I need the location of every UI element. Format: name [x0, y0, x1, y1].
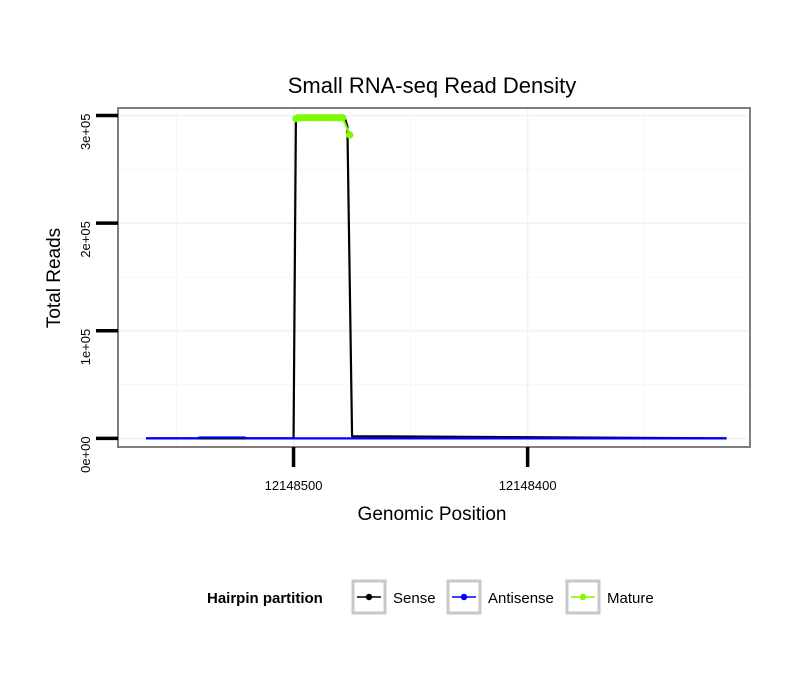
- legend-item-antisense: Antisense: [446, 579, 554, 615]
- x-axis: 12148500 12148400: [265, 447, 557, 493]
- y-tick-label: 1e+05: [78, 329, 93, 366]
- legend-label-antisense: Antisense: [488, 590, 554, 607]
- y-axis-title: Total Reads: [44, 228, 65, 328]
- legend-item-mature: Mature: [565, 579, 654, 615]
- x-tick-label: 12148400: [499, 478, 557, 493]
- series-layer: [146, 114, 727, 440]
- plot-background: [118, 108, 750, 447]
- legend-label-sense: Sense: [393, 590, 436, 607]
- x-tick-label: 12148500: [265, 478, 323, 493]
- series-line-antisense: [146, 436, 727, 440]
- legend-point-antisense: [460, 593, 468, 601]
- y-tick-label: 0e+00: [78, 436, 93, 473]
- legend: Hairpin partition Sense Antisense Mature: [207, 579, 654, 615]
- legend-point-mature: [579, 593, 587, 601]
- plot-panel: [117, 107, 751, 448]
- legend-item-sense: Sense: [351, 579, 436, 615]
- series-antisense: [146, 436, 727, 440]
- y-axis: 0e+00 1e+05 2e+05 3e+05: [78, 114, 118, 473]
- legend-point-sense: [365, 593, 373, 601]
- grid-lines: [118, 108, 750, 447]
- plot-border: [117, 107, 751, 448]
- chart-title: Small RNA-seq Read Density: [288, 73, 577, 98]
- data-point-mature: [346, 131, 354, 139]
- x-axis-title: Genomic Position: [358, 504, 507, 525]
- legend-label-mature: Mature: [607, 590, 654, 607]
- series-mature: [292, 114, 354, 139]
- legend-title: Hairpin partition: [207, 590, 323, 607]
- y-tick-label: 3e+05: [78, 114, 93, 151]
- data-point-mature: [339, 114, 347, 122]
- y-tick-label: 2e+05: [78, 221, 93, 258]
